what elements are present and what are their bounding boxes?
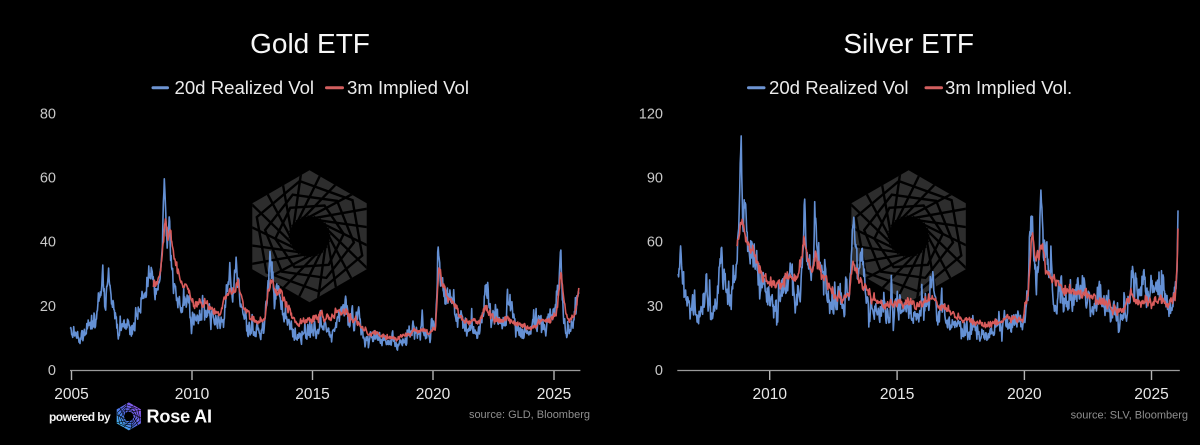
- svg-text:60: 60: [647, 235, 663, 251]
- svg-text:source: GLD, Bloomberg: source: GLD, Bloomberg: [469, 409, 590, 421]
- svg-text:2025: 2025: [537, 386, 571, 403]
- svg-text:source: SLV, Bloomberg: source: SLV, Bloomberg: [1071, 410, 1188, 422]
- svg-text:3m Implied Vol: 3m Implied Vol: [347, 77, 469, 98]
- svg-text:2015: 2015: [295, 386, 329, 403]
- svg-text:0: 0: [48, 363, 56, 379]
- svg-text:powered by: powered by: [49, 410, 111, 424]
- svg-text:2005: 2005: [54, 386, 88, 403]
- svg-text:Silver ETF: Silver ETF: [843, 28, 974, 59]
- svg-text:2015: 2015: [880, 386, 914, 403]
- svg-text:20: 20: [40, 299, 56, 315]
- svg-text:30: 30: [647, 299, 663, 315]
- svg-text:3m Implied Vol.: 3m Implied Vol.: [945, 77, 1072, 98]
- svg-text:2010: 2010: [752, 386, 787, 403]
- svg-text:20d Realized Vol: 20d Realized Vol: [769, 77, 909, 98]
- svg-text:90: 90: [647, 171, 663, 187]
- svg-text:2025: 2025: [1134, 386, 1168, 403]
- svg-text:Rose AI: Rose AI: [147, 407, 212, 427]
- svg-text:2010: 2010: [175, 386, 210, 403]
- svg-text:80: 80: [40, 107, 56, 123]
- svg-text:0: 0: [655, 363, 663, 379]
- svg-text:20d Realized Vol: 20d Realized Vol: [175, 77, 315, 98]
- svg-text:Gold ETF: Gold ETF: [250, 28, 370, 59]
- svg-text:40: 40: [40, 235, 56, 251]
- svg-text:2020: 2020: [416, 386, 451, 403]
- svg-text:2020: 2020: [1007, 386, 1042, 403]
- svg-text:120: 120: [639, 107, 663, 123]
- svg-text:60: 60: [40, 171, 56, 187]
